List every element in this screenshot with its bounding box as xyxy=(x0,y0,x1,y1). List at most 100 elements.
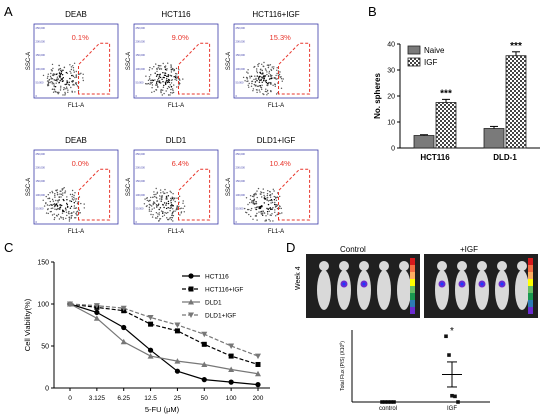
event-dot xyxy=(179,214,181,216)
event-dot xyxy=(264,90,267,93)
scatter-point xyxy=(447,353,451,357)
event-dot xyxy=(65,83,68,85)
event-dot xyxy=(146,83,148,85)
event-dot xyxy=(73,202,76,204)
event-dot xyxy=(72,199,75,201)
event-dot xyxy=(266,194,268,197)
data-point xyxy=(228,366,235,373)
event-dot xyxy=(172,197,174,199)
event-dot xyxy=(252,200,254,202)
event-dot xyxy=(258,76,260,78)
gate-polygon xyxy=(78,168,111,221)
event-dot xyxy=(271,201,274,204)
event-dot xyxy=(247,208,249,211)
colorbar-step xyxy=(410,300,415,307)
event-dot xyxy=(70,215,73,217)
event-dot xyxy=(281,212,283,214)
event-dot xyxy=(150,213,152,216)
event-dot xyxy=(56,203,58,205)
event-dot xyxy=(76,214,79,216)
event-dot xyxy=(266,94,268,96)
colorbar-step xyxy=(528,293,533,300)
event-dot xyxy=(162,86,165,89)
event-dot xyxy=(166,192,168,194)
event-dot xyxy=(56,208,59,210)
event-dot xyxy=(73,205,76,207)
flow-cytometry-panel: DEAB 250,000 200,000 150,000 100,000 50,000 0 0… xyxy=(26,10,319,235)
flow-plot-title: HCT116+IGF xyxy=(252,10,299,19)
event-dot xyxy=(42,199,44,201)
event-dot xyxy=(172,205,174,207)
event-dot xyxy=(73,71,76,73)
event-dot xyxy=(250,75,253,78)
event-dot xyxy=(149,204,152,206)
event-dot xyxy=(61,188,63,190)
event-dot xyxy=(169,207,171,209)
event-dot xyxy=(70,205,73,208)
event-dot xyxy=(255,202,258,205)
event-dot xyxy=(49,200,51,203)
event-dot xyxy=(45,202,47,205)
viability-line-chart: 0 50 100 150 0 3.125 6.25 12.5 25 50 100 200 5-FU (μ… xyxy=(23,260,270,414)
event-dot xyxy=(269,74,272,76)
event-dot xyxy=(164,74,167,77)
event-dot xyxy=(270,83,272,85)
event-dot xyxy=(61,212,64,214)
event-dot xyxy=(71,81,74,83)
event-dot xyxy=(259,207,262,209)
sphere-bar-chart: 0 10 20 30 40 No. spheres *** HCT116 *** DLD-1 Nai… xyxy=(373,41,540,162)
event-dot xyxy=(60,72,62,75)
event-dot xyxy=(251,82,253,85)
data-point xyxy=(147,347,154,353)
event-dot xyxy=(254,81,257,83)
event-dot xyxy=(176,207,178,209)
data-point xyxy=(93,303,100,309)
event-dot xyxy=(171,92,173,94)
luminescence-core xyxy=(480,282,484,286)
flow-plot-frame xyxy=(233,149,319,225)
bar-y-tick-label: 20 xyxy=(387,94,395,101)
event-dot xyxy=(273,195,275,198)
event-dot xyxy=(58,68,60,70)
event-dot xyxy=(56,78,59,81)
event-dot xyxy=(59,75,62,77)
event-dot xyxy=(263,202,265,204)
week-label: Week 4 xyxy=(295,266,302,290)
event-dot xyxy=(170,69,172,71)
scatter-point xyxy=(456,400,460,404)
flow-y-tick: 100,000 xyxy=(136,193,146,197)
event-dot xyxy=(165,202,168,204)
event-dot xyxy=(162,204,164,206)
event-dot xyxy=(269,64,272,66)
bar-naive xyxy=(413,135,435,149)
event-dot xyxy=(275,215,277,217)
event-dot xyxy=(259,79,261,81)
scatter-point xyxy=(444,334,448,339)
event-dot xyxy=(162,212,164,214)
flow-x-label: FL1-A xyxy=(268,103,284,109)
event-dot xyxy=(75,75,77,77)
event-dot xyxy=(146,199,148,202)
colorbar-step xyxy=(410,307,415,314)
event-dot xyxy=(151,216,154,218)
event-dot xyxy=(71,196,73,198)
event-dot xyxy=(278,73,281,76)
event-dot xyxy=(170,191,172,194)
event-dot xyxy=(80,72,82,75)
event-dot xyxy=(155,75,158,77)
mouse-body xyxy=(515,270,529,310)
event-dot xyxy=(148,208,151,210)
event-dot xyxy=(151,84,154,86)
event-dot xyxy=(162,211,164,213)
event-dot xyxy=(55,79,57,82)
event-dot xyxy=(75,76,78,78)
event-dot xyxy=(279,212,281,215)
event-dot xyxy=(161,195,163,197)
event-dot xyxy=(275,93,278,95)
event-dot xyxy=(174,210,176,212)
data-point xyxy=(255,361,261,367)
data-point xyxy=(201,377,207,383)
event-dot xyxy=(53,89,56,91)
event-dot xyxy=(53,85,55,88)
event-dot xyxy=(167,80,169,82)
